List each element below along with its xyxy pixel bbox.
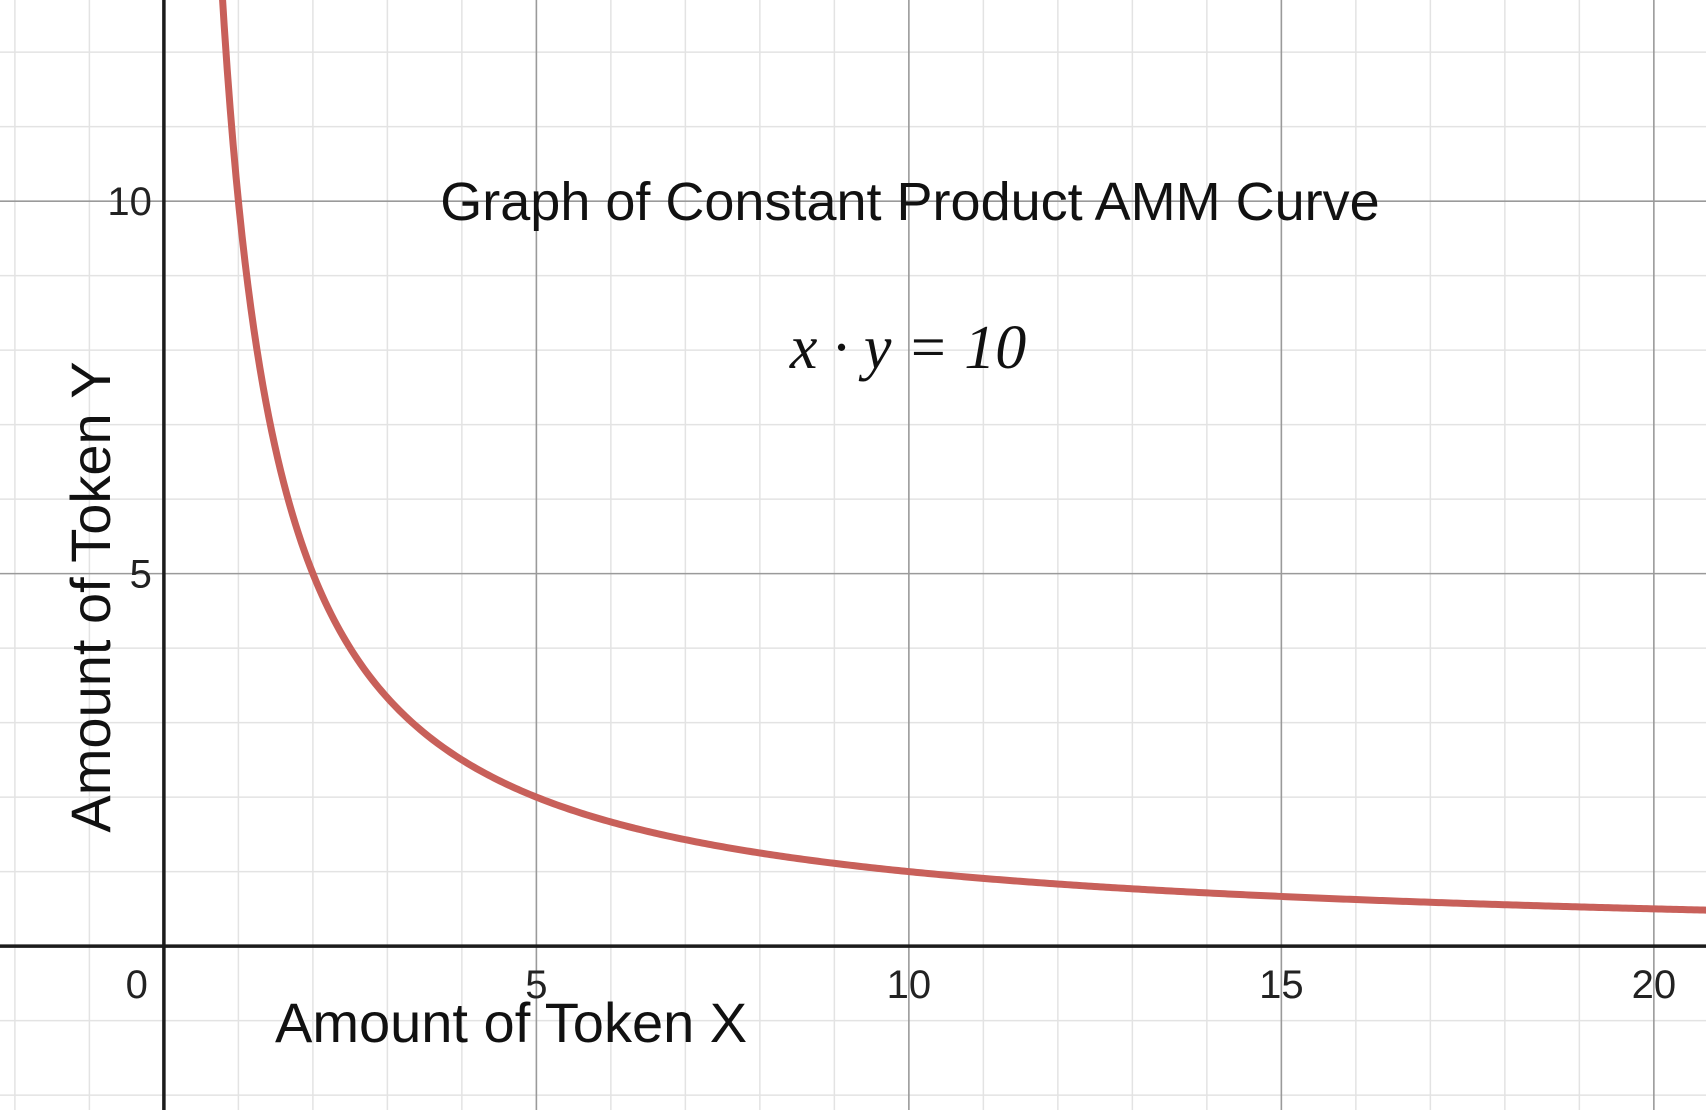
y-axis-label: Amount of Token Y	[59, 361, 122, 832]
x-tick-label: 10	[887, 963, 932, 1007]
equation-label: x · y = 10	[789, 314, 1026, 382]
y-tick-label: 10	[107, 180, 152, 224]
x-tick-label: 5	[525, 963, 547, 1007]
x-tick-label: 20	[1632, 963, 1677, 1007]
y-tick-label: 5	[130, 553, 152, 597]
curve-line	[219, 0, 1706, 914]
curve-series	[219, 0, 1706, 914]
chart-title: Graph of Constant Product AMM Curve	[440, 172, 1379, 232]
tick-labels: 5 10 15 20 5 10 0	[107, 180, 1676, 1007]
x-axis-label: Amount of Token X	[275, 991, 747, 1054]
origin-label: 0	[126, 963, 148, 1007]
x-tick-label: 15	[1259, 963, 1304, 1007]
